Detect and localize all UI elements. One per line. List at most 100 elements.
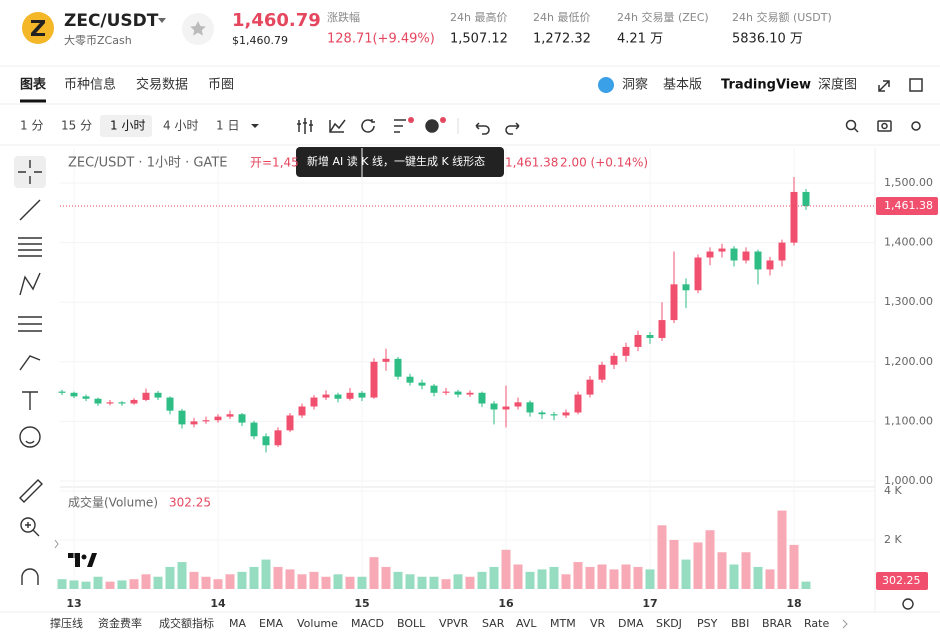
- volume-bar: [189, 571, 199, 589]
- volume-bar: [321, 576, 331, 589]
- tradingview-logo: [68, 553, 97, 567]
- last-price-tag: [876, 197, 938, 216]
- interval[interactable]: 1 分: [20, 119, 43, 133]
- coin-glyph: [31, 20, 45, 36]
- volume-bar: [489, 566, 499, 589]
- indicator[interactable]: 成交额指标: [159, 616, 214, 630]
- price: 1,460.79: [232, 10, 321, 31]
- candle-body: [682, 284, 690, 291]
- interval[interactable]: 15 分: [61, 119, 92, 133]
- indicator[interactable]: Rate: [804, 617, 829, 630]
- indicator[interactable]: VR: [590, 617, 606, 630]
- indicator[interactable]: EMA: [259, 617, 283, 630]
- candle-body: [538, 412, 546, 415]
- expand-icon[interactable]: [878, 80, 890, 92]
- indicator[interactable]: MACD: [351, 617, 384, 630]
- y-tick-label: 1,500.00: [884, 176, 933, 189]
- candle-body: [646, 334, 654, 338]
- volume-bar: [381, 566, 391, 589]
- candle-body: [694, 257, 702, 291]
- collapse-arrow[interactable]: [54, 539, 59, 549]
- candle-body: [442, 391, 450, 393]
- tab[interactable]: 币种信息: [64, 77, 116, 93]
- interval[interactable]: 1 日: [216, 119, 239, 133]
- volume-bar: [633, 566, 643, 589]
- y-tick-label: 1,100.00: [884, 414, 933, 427]
- stat-value: 128.71(+9.49%): [327, 32, 435, 47]
- x-tick-label: 16: [498, 597, 514, 610]
- tab-right[interactable]: 基本版: [663, 78, 702, 93]
- indicator[interactable]: SKDJ: [656, 617, 682, 630]
- window-icon[interactable]: [909, 78, 923, 92]
- indicator[interactable]: 资金费率: [98, 616, 142, 630]
- legend-close: 1,461.38: [505, 156, 558, 170]
- candle-body: [430, 385, 438, 393]
- x-tick-label: 18: [786, 597, 801, 610]
- volume-tick-label: 2 K: [884, 533, 902, 546]
- indicator[interactable]: SAR: [482, 617, 505, 630]
- indicator[interactable]: BBI: [731, 617, 749, 630]
- volume-bar: [429, 576, 439, 589]
- volume-bar: [177, 562, 187, 589]
- subtitle: 大零币ZCash: [64, 33, 132, 47]
- symbol-caret[interactable]: [158, 18, 166, 23]
- settings-icon[interactable]: [902, 598, 914, 610]
- legend-open: 开=1,45: [250, 156, 299, 170]
- tooltip: 新增 AI 读 K 线，一键生成 K 线形态: [307, 154, 485, 168]
- interval-caret[interactable]: [251, 124, 259, 128]
- new-dot: [440, 117, 446, 123]
- tooltip-bg: [296, 147, 504, 177]
- candle-body: [274, 430, 282, 446]
- drawing-tools[interactable]: [18, 160, 43, 585]
- indicator[interactable]: BOLL: [397, 617, 426, 630]
- volume-value: 302.25: [169, 496, 211, 510]
- tab[interactable]: 币圈: [208, 78, 234, 93]
- candle-body: [406, 376, 414, 383]
- volume-bar: [501, 549, 511, 589]
- indicator[interactable]: AVL: [516, 617, 537, 630]
- indicator[interactable]: PSY: [697, 617, 718, 630]
- indicator[interactable]: 撑压线: [50, 616, 83, 630]
- volume-bar: [765, 569, 775, 589]
- candle-body: [550, 414, 558, 416]
- legend-change: 2.00 (+0.14%): [560, 156, 648, 170]
- candle-body: [622, 346, 630, 356]
- toolbar-icons[interactable]: [297, 118, 921, 135]
- tab[interactable]: 交易数据: [136, 77, 188, 93]
- tab[interactable]: 图表: [20, 77, 47, 93]
- x-tick-label: 17: [642, 597, 657, 610]
- candle-body: [802, 191, 810, 207]
- tab-right[interactable]: TradingView: [721, 78, 811, 93]
- candle-body: [250, 422, 258, 437]
- indicator[interactable]: DMA: [618, 617, 644, 630]
- candle-body: [658, 320, 666, 338]
- candle-body: [178, 410, 186, 425]
- candle-body: [670, 284, 678, 321]
- candle-body: [298, 406, 306, 416]
- candle-body: [202, 420, 210, 422]
- indicator[interactable]: MA: [229, 617, 246, 630]
- candle-body: [790, 191, 798, 243]
- volume-bar: [729, 564, 739, 589]
- last-price-label: 1,461.38: [884, 199, 933, 212]
- x-tick-label: 13: [66, 597, 81, 610]
- candle-body: [118, 402, 126, 404]
- indicator[interactable]: BRAR: [762, 617, 792, 630]
- tab-right[interactable]: 洞察: [622, 78, 648, 93]
- volume-bar: [285, 569, 295, 589]
- volume-bar: [717, 552, 727, 589]
- volume-title: 成交量(Volume): [68, 495, 158, 510]
- indicator[interactable]: Volume: [297, 617, 338, 630]
- y-tick-label: 1,300.00: [884, 295, 933, 308]
- candle-body: [214, 416, 222, 421]
- candle-body: [742, 251, 750, 261]
- stat-value: 1,507.12: [450, 32, 508, 47]
- interval[interactable]: 4 小时: [163, 119, 198, 133]
- candle-body: [70, 392, 78, 397]
- more-arrow[interactable]: [842, 619, 848, 629]
- interval[interactable]: 1 小时: [110, 119, 145, 133]
- indicator[interactable]: VPVR: [439, 617, 469, 630]
- indicator[interactable]: MTM: [550, 617, 576, 630]
- tab-right[interactable]: 深度图: [818, 77, 857, 93]
